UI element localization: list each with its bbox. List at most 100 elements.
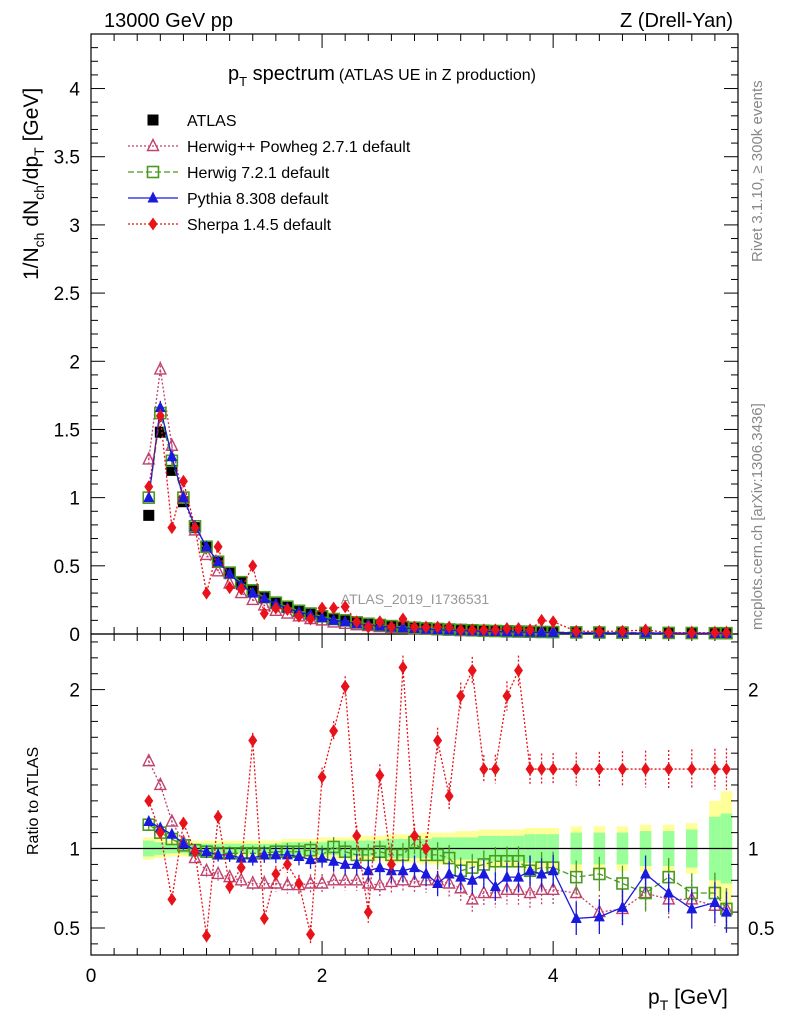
series-line: [148, 415, 727, 634]
data-point: [687, 762, 697, 776]
data-point: [534, 881, 549, 896]
data-point: [190, 845, 200, 859]
data-point: [201, 845, 213, 857]
data-point: [546, 881, 560, 896]
data-point: [247, 851, 259, 863]
data-point: [616, 900, 628, 912]
data-point: [316, 611, 328, 623]
data-point: [212, 555, 224, 567]
data-point: [282, 857, 292, 871]
data-point: [225, 581, 235, 595]
data-point: [490, 762, 500, 776]
data-point: [247, 586, 259, 598]
data-point: [271, 867, 281, 881]
data-point: [663, 886, 675, 898]
data-point: [454, 880, 468, 894]
data-point: [166, 450, 178, 462]
data-point: [384, 873, 399, 888]
data-point: [306, 612, 316, 626]
data-point: [236, 582, 246, 596]
data-point: [502, 689, 512, 703]
data-point: [329, 724, 339, 738]
data-point: [444, 789, 454, 803]
data-point: [293, 849, 305, 861]
data-point: [375, 615, 385, 629]
data-point: [339, 857, 351, 869]
y-tick-label: 2: [69, 352, 80, 373]
data-point: [338, 872, 352, 886]
y-tick-label: 1.5: [54, 420, 80, 441]
data-point: [687, 626, 697, 640]
legend-label: Pythia 8.308 default: [187, 191, 329, 208]
legend-label: Herwig 7.2.1 default: [187, 165, 330, 182]
data-point: [258, 848, 270, 860]
title-T: T: [239, 74, 247, 89]
data-point: [144, 794, 154, 808]
data-point: [199, 546, 214, 561]
data-point: [143, 491, 155, 503]
data-point: [340, 679, 350, 693]
data-point: [664, 626, 674, 640]
data-point: [547, 864, 559, 876]
data-point: [396, 872, 410, 886]
y-axis-label: 1/Nch dNch/dpT [GeV]: [20, 88, 47, 280]
data-point: [167, 892, 177, 906]
data-point: [686, 902, 698, 914]
data-point: [352, 615, 362, 629]
data-point: [199, 862, 214, 876]
data-point: [373, 877, 387, 891]
data-point: [501, 870, 513, 882]
x-axis-label: pT [GeV]: [648, 986, 728, 1013]
y-tick-label: 3.5: [54, 148, 80, 169]
data-point: [282, 602, 292, 616]
data-point: [442, 875, 456, 889]
data-point: [339, 615, 351, 627]
data-point: [616, 877, 629, 890]
data-point: [547, 626, 559, 637]
y-tick-label: 0: [69, 625, 80, 646]
data-point: [363, 905, 373, 919]
data-point: [386, 857, 396, 871]
data-point: [467, 664, 477, 678]
data-point: [537, 613, 547, 627]
data-point: [721, 762, 731, 776]
data-point: [720, 905, 732, 917]
data-point: [316, 851, 328, 863]
x-tick-label: 0: [86, 966, 97, 987]
data-point: [248, 559, 258, 573]
data-point: [154, 426, 166, 438]
data-point: [270, 848, 282, 860]
data-point: [594, 624, 604, 638]
ratio-y-tick-label-right: 2: [748, 681, 759, 702]
data-point: [153, 776, 167, 791]
legend-label: Sherpa 1.4.5 default: [187, 217, 332, 234]
data-point: [433, 620, 443, 634]
data-point: [155, 409, 165, 423]
data-point: [269, 875, 283, 889]
data-point: [420, 867, 432, 879]
data-point: [525, 762, 535, 776]
data-point: [512, 870, 524, 882]
x-tick-label: 4: [548, 966, 559, 987]
data-point: [303, 875, 318, 889]
legend-marker: [148, 217, 158, 231]
data-point: [709, 896, 721, 908]
data-point: [502, 622, 512, 636]
data-point: [259, 607, 269, 621]
data-point: [155, 826, 165, 840]
data-point: [190, 521, 200, 535]
data-point: [351, 857, 363, 869]
watermark: ATLAS_2019_I1736531: [341, 591, 490, 607]
data-point: [143, 509, 155, 521]
data-point: [280, 877, 295, 891]
data-point: [375, 768, 385, 782]
data-point: [234, 872, 248, 886]
data-point: [443, 867, 455, 879]
data-point: [511, 881, 526, 896]
data-point: [617, 624, 627, 638]
data-point: [410, 620, 419, 634]
y-tick-label: 4: [69, 80, 80, 101]
title-p: p: [228, 63, 239, 85]
data-point: [524, 864, 536, 876]
data-point: [211, 865, 225, 880]
